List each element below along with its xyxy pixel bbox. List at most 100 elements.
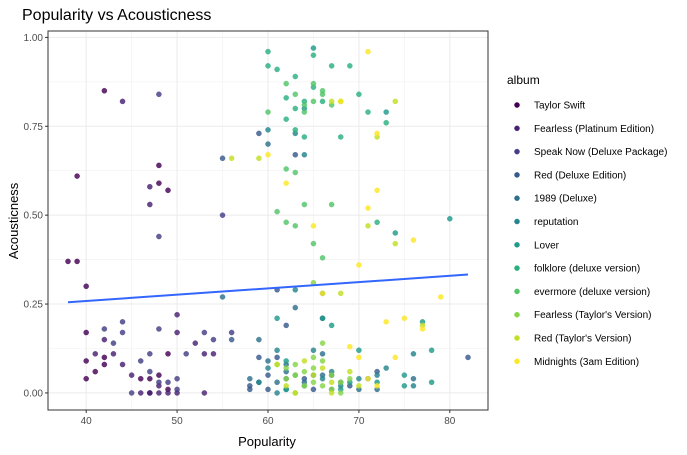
data-point [319,365,326,371]
data-point [319,351,326,357]
data-point [274,347,280,354]
data-point [292,223,299,229]
data-point [274,66,280,73]
data-point [110,351,117,357]
data-point [428,379,435,386]
data-point [465,354,471,361]
data-point [301,358,308,364]
data-point [292,169,299,176]
data-point [147,351,153,357]
data-point [292,151,299,158]
legend-label: folklore (deluxe version) [534,264,640,275]
data-point [292,127,299,133]
data-point [301,134,308,140]
data-point [192,340,199,346]
legend-key [514,172,520,178]
data-point [310,379,317,386]
data-point [83,358,89,364]
data-point [365,205,371,211]
data-point [365,48,371,55]
data-point [256,336,262,343]
data-points [65,45,471,396]
data-point [319,358,326,364]
data-point [365,109,371,115]
data-point [310,52,317,58]
data-point [256,379,262,386]
data-point [83,375,89,382]
data-point [292,287,299,293]
data-point [356,91,362,98]
y-tick-label: 0.25 [24,300,44,311]
data-point [183,351,189,357]
legend-key [514,125,520,132]
data-point [92,351,99,357]
data-point [265,63,271,69]
data-point [83,329,89,336]
data-point [265,127,271,133]
y-tick-label: 0.50 [24,211,44,222]
legend-label: Lover [534,240,560,251]
data-point [101,354,108,361]
data-point [356,383,362,389]
data-point [219,294,226,300]
legend-label: Speak Now (Deluxe Package) [534,147,667,158]
data-point [283,116,289,122]
legend-key [514,311,520,318]
data-point [283,383,289,389]
data-point [201,390,208,396]
x-axis-label: Popularity [238,434,296,449]
data-point [283,365,289,371]
legend-label: Red (Deluxe Edition) [534,170,626,181]
data-point [165,351,171,357]
x-tick-label: 70 [353,416,365,427]
data-point [174,386,180,393]
data-point [292,91,299,98]
data-point [328,201,335,208]
legend-key [514,242,520,248]
data-point [283,375,289,382]
data-point [283,80,289,87]
data-point [201,351,208,357]
legend-key [514,335,520,341]
data-point [274,390,280,396]
legend-key [514,358,520,365]
regression-line [67,273,469,304]
data-point [319,290,326,297]
data-point [165,187,171,194]
data-point [165,390,171,396]
data-point [265,358,271,364]
data-point [274,354,280,361]
data-point [310,365,317,371]
data-point [310,354,317,361]
x-tick-label: 60 [262,416,274,427]
legend-label: Fearless (Taylor's Version) [534,310,652,321]
data-point [283,358,289,364]
data-point [256,155,262,162]
x-tick-label: 50 [172,416,184,427]
legend-label: Red (Taylor's Version) [534,334,632,345]
data-point [201,329,208,336]
y-tick-label: 0.75 [24,122,44,133]
data-point [265,141,271,147]
data-point [119,329,126,336]
data-point [156,162,162,169]
data-point [119,98,126,105]
data-point [156,180,162,186]
data-point [247,386,253,393]
data-point [383,319,389,325]
data-point [383,119,389,126]
chart-title: Popularity vs Acousticness [22,7,211,24]
data-point [392,98,399,105]
data-point [374,383,380,389]
data-point [174,375,180,382]
legend-label: Taylor Swift [534,101,585,112]
data-point [174,329,180,336]
data-point [265,109,271,115]
data-point [356,262,362,268]
data-point [147,183,153,190]
axes: 40 50 60 70 80 0.00 0.25 0.50 0.75 1.00 [24,30,489,427]
data-point [310,386,317,393]
data-point [210,336,217,343]
data-point [101,361,108,368]
data-point [292,372,299,378]
